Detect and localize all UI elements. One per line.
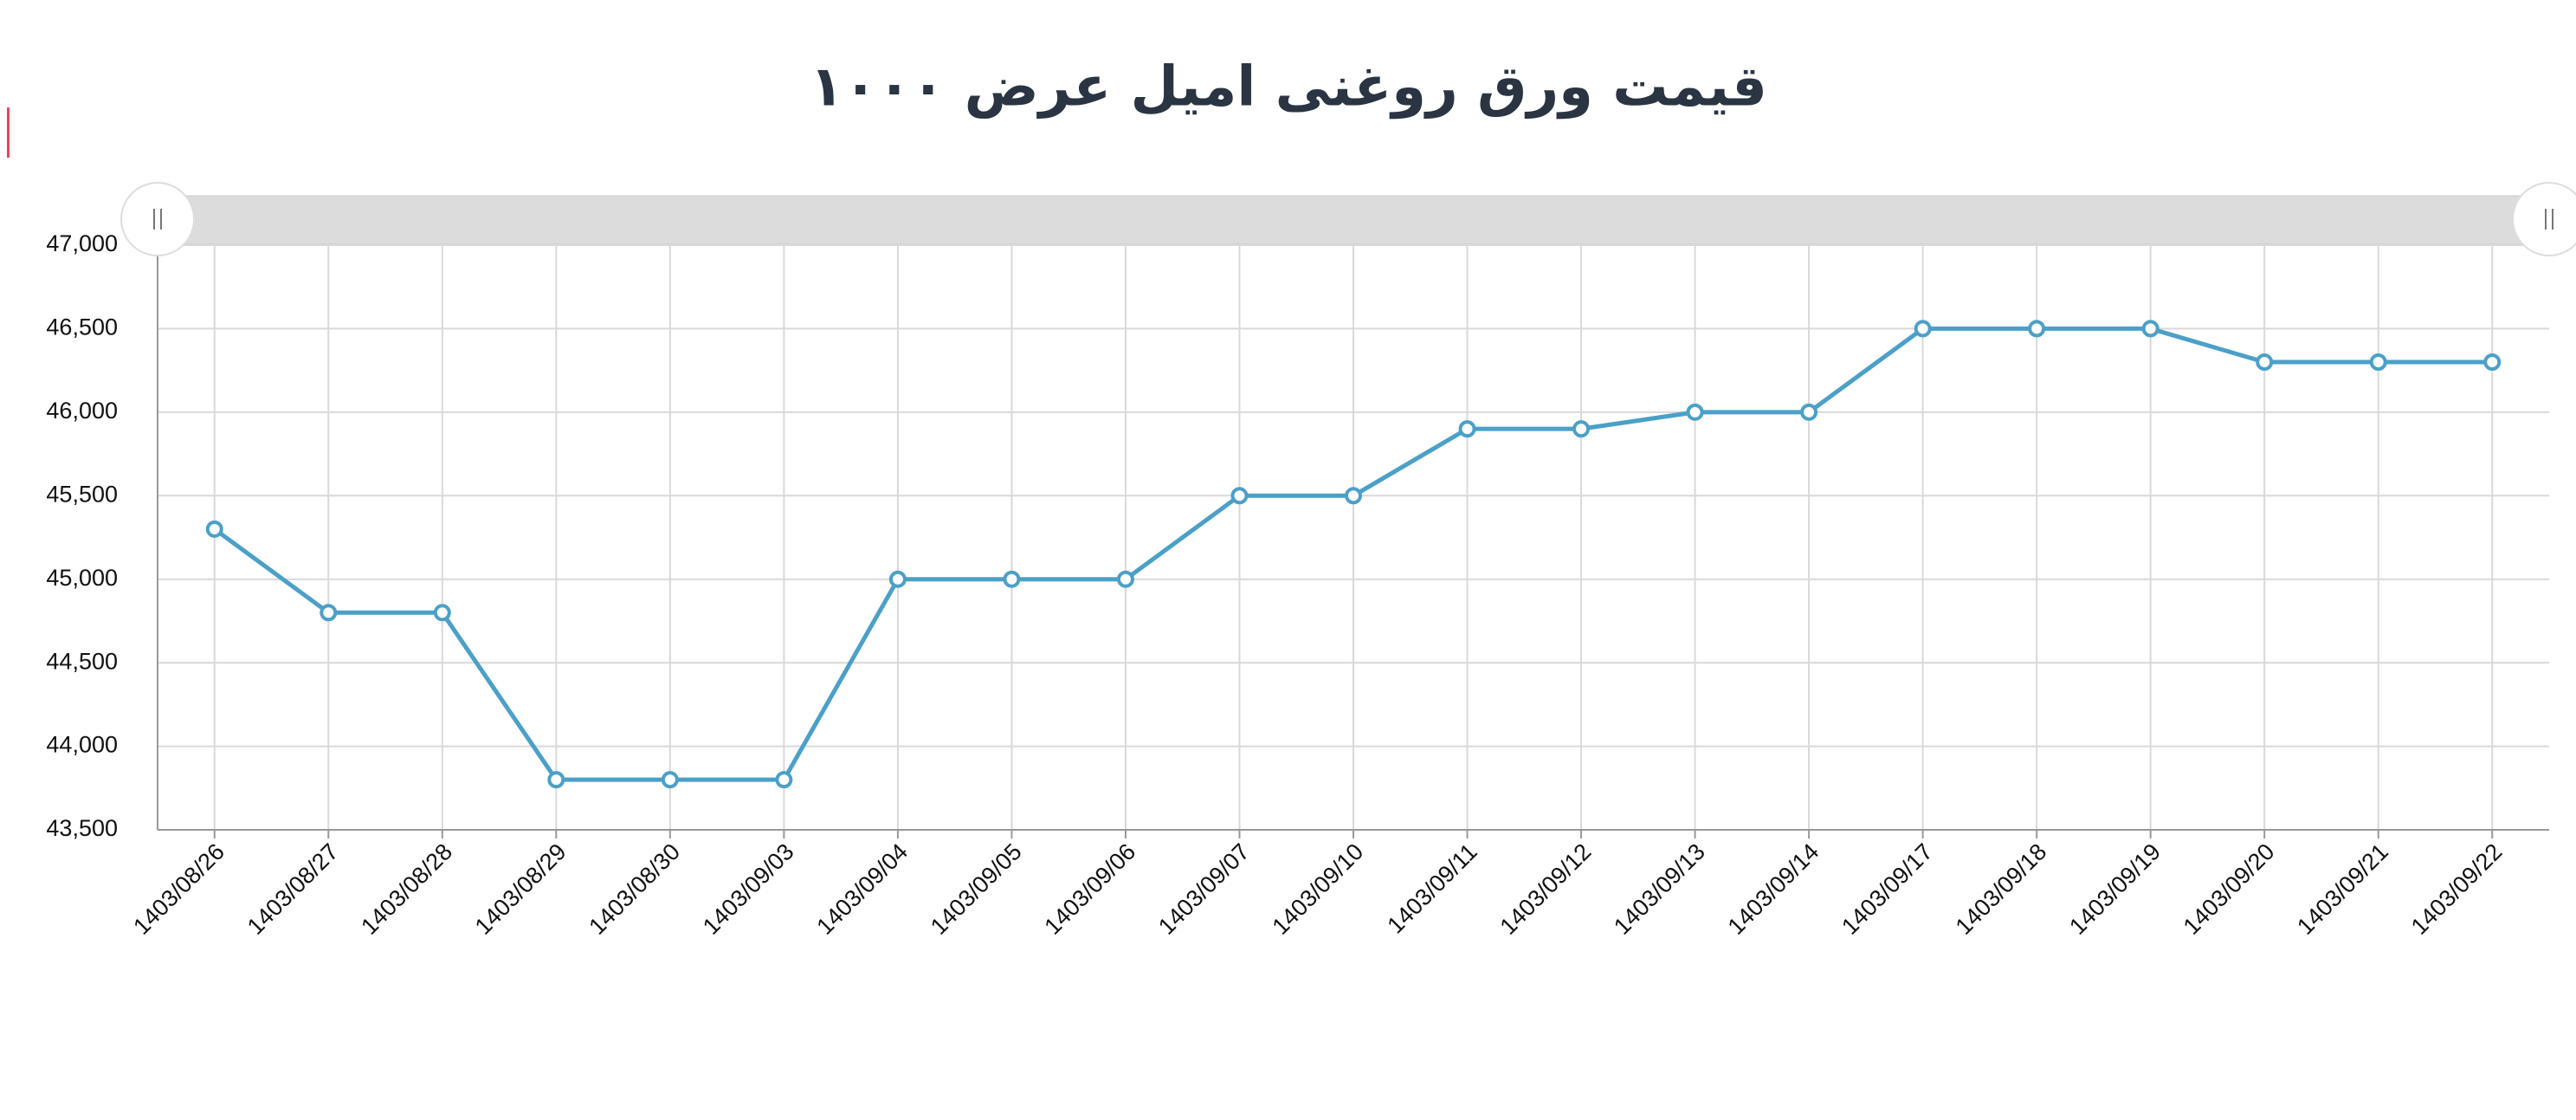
x-tick-label: 1403/09/18	[1951, 838, 2052, 940]
x-tick-label: 1403/09/07	[1153, 838, 1255, 940]
data-point	[661, 771, 679, 789]
y-tick-label: 43,500	[46, 815, 118, 841]
y-tick-label: 45,000	[46, 565, 118, 591]
x-tick-label: 1403/09/12	[1495, 838, 1597, 940]
data-point	[1572, 420, 1591, 438]
scrollbar[interactable]	[157, 195, 2550, 245]
data-point	[1003, 570, 1021, 588]
scroll-handle[interactable]	[2512, 182, 2576, 256]
x-tick-label: 1403/09/20	[2179, 838, 2280, 940]
chart-title: قیمت ورق روغنی امیل عرض ۱۰۰۰	[810, 55, 1767, 120]
x-tick-label: 1403/09/19	[2064, 838, 2166, 940]
data-point	[775, 771, 793, 789]
x-tick-label: 1403/09/11	[1382, 838, 1482, 938]
data-point	[888, 570, 907, 588]
data-point	[205, 520, 223, 538]
data-point	[1800, 403, 1818, 421]
x-tick-label: 1403/09/22	[2406, 838, 2508, 940]
y-tick-label: 44,000	[46, 732, 118, 758]
y-tick-label: 46,500	[46, 314, 118, 340]
x-tick-label: 1403/08/28	[356, 838, 457, 940]
x-tick-label: 1403/09/14	[1723, 838, 1824, 940]
x-tick-label: 1403/09/13	[1609, 838, 1710, 940]
x-tick-label: 1403/08/26	[128, 838, 229, 940]
x-tick-label: 1403/08/29	[470, 838, 571, 940]
x-tick-label: 1403/09/05	[926, 838, 1027, 940]
marker-accent	[7, 107, 10, 158]
data-point	[433, 604, 451, 622]
data-point	[1345, 487, 1362, 505]
data-point	[1686, 403, 1704, 421]
y-tick-label: 44,500	[46, 648, 118, 674]
data-point	[2028, 320, 2046, 338]
x-tick-label: 1403/09/21	[2292, 838, 2393, 940]
y-tick-label: 46,000	[46, 398, 118, 424]
x-tick-label: 1403/09/10	[1268, 838, 1369, 940]
x-tick-label: 1403/08/30	[584, 838, 685, 940]
data-point	[320, 604, 338, 622]
data-point	[547, 771, 565, 789]
data-point	[1230, 487, 1249, 505]
x-tick-label: 1403/09/03	[698, 838, 799, 940]
y-tick-label: 45,500	[46, 481, 118, 507]
x-tick-label: 1403/09/17	[1837, 838, 1938, 940]
data-point	[1116, 570, 1134, 588]
data-point	[2483, 353, 2502, 371]
x-tick-label: 1403/09/06	[1039, 838, 1140, 940]
scroll-handle[interactable]	[120, 182, 195, 256]
data-point	[2141, 320, 2160, 338]
x-tick-label: 1403/09/04	[811, 838, 913, 940]
data-point	[2256, 353, 2274, 371]
data-point	[2369, 353, 2387, 371]
y-tick-label: 47,000	[46, 230, 118, 256]
data-point	[1458, 420, 1476, 438]
data-point	[1914, 320, 1932, 338]
x-tick-label: 1403/08/27	[242, 838, 344, 940]
